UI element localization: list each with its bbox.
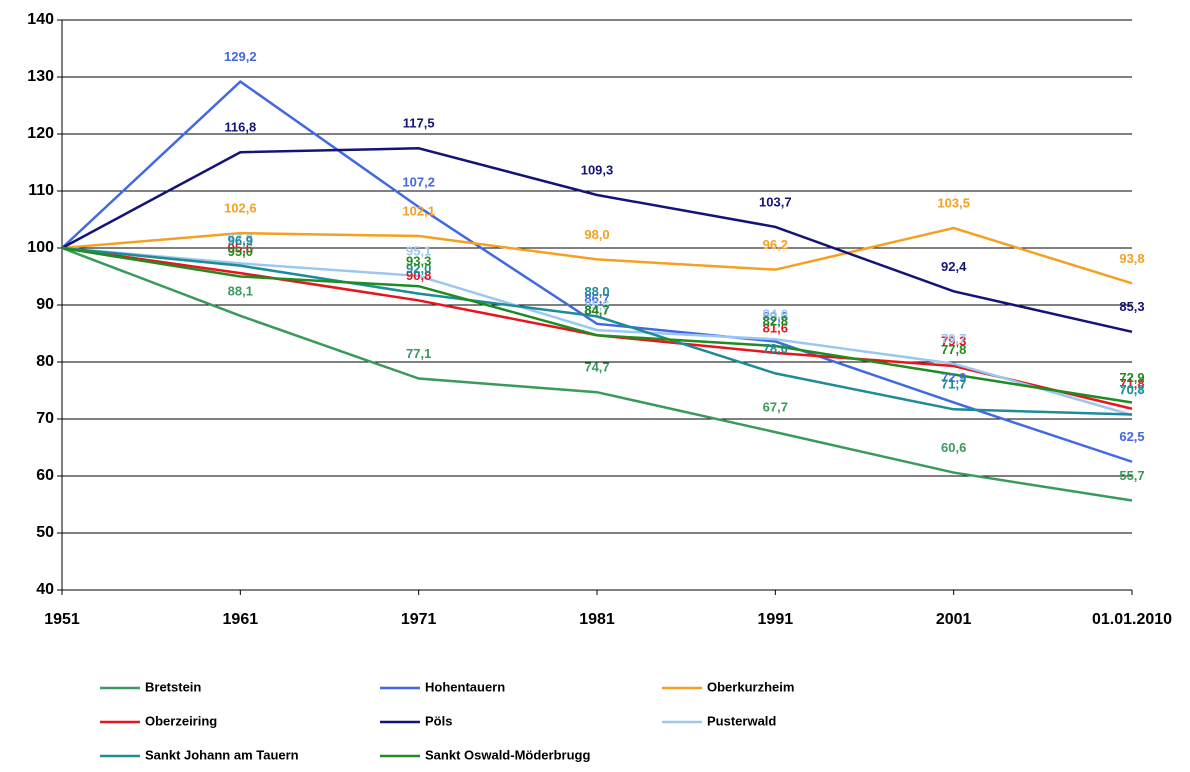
data-label: 70,7 [1119,382,1144,397]
data-label: 95,0 [228,244,253,259]
data-label: 67,7 [763,400,788,415]
data-label: 79,3 [941,333,966,348]
data-label: 116,8 [224,120,256,135]
legend-label: Sankt Oswald-Möderbrugg [425,747,590,762]
data-label: 95,1 [406,243,431,258]
data-label: 79,7 [941,331,966,346]
legend-label: Bretstein [145,679,201,694]
series-line [61,246,1133,404]
y-tick-label: 130 [27,68,54,85]
y-tick-label: 110 [28,182,54,199]
y-tick-label: 120 [27,125,54,142]
x-tick-label: 2001 [936,611,972,628]
legend-label: Pöls [425,713,452,728]
legend-label: Oberzeiring [145,713,217,728]
series-line [61,246,1133,502]
y-tick-label: 100 [27,239,54,256]
data-label: 103,7 [759,194,792,209]
data-label: 102,6 [224,201,257,216]
data-label: 60,6 [941,440,966,455]
legend-label: Oberkurzheim [707,679,794,694]
data-label: 81,6 [763,320,788,335]
data-label: 84,0 [763,307,788,322]
data-label: 88,1 [228,283,253,298]
data-label: 92,0 [406,261,431,276]
data-label: 96,9 [228,233,253,248]
series-line [61,146,1133,334]
data-label: 98,0 [584,227,609,242]
data-label: 74,7 [584,360,609,375]
data-label: 84,7 [584,303,609,318]
data-label: 55,7 [1119,468,1144,483]
y-tick-label: 60 [36,467,54,484]
series-line [61,246,1133,416]
data-label: 96,2 [763,237,788,252]
data-label: 72,9 [941,370,966,385]
data-label: 88,0 [584,284,609,299]
data-label: 78,0 [763,341,788,356]
y-tick-label: 50 [36,524,54,541]
data-label: 71,8 [1119,376,1144,391]
x-tick-label: 1961 [223,611,259,628]
data-label: 84,7 [584,303,609,318]
x-tick-label: 01.01.2010 [1092,611,1172,628]
data-label: 77,8 [941,342,966,357]
data-label: 95,6 [228,241,253,256]
data-label: 93,3 [406,254,431,269]
data-label: 109,3 [581,162,614,177]
data-label: 92,4 [941,259,967,274]
series-line [61,246,1133,417]
legend-label: Sankt Johann am Tauern [145,747,299,762]
data-label: 77,1 [406,346,431,361]
data-label: 70,8 [1119,382,1144,397]
data-label: 82,8 [763,313,788,328]
data-label: 97,3 [228,231,253,246]
series-line [61,79,1133,463]
y-tick-label: 90 [36,296,54,313]
y-tick-label: 140 [27,11,54,28]
data-label: 102,1 [402,203,435,218]
data-label: 90,8 [406,268,431,283]
data-label: 71,7 [941,377,966,392]
data-label: 93,8 [1119,251,1144,266]
data-label: 85,3 [1119,299,1144,314]
x-tick-label: 1981 [579,611,615,628]
y-tick-label: 40 [36,581,54,598]
legend-label: Hohentauern [425,679,505,694]
data-label: 83,6 [763,309,788,324]
data-label: 107,2 [402,174,435,189]
data-label: 85,6 [584,298,609,313]
x-tick-label: 1951 [44,611,80,628]
data-label: 117,5 [403,116,435,131]
data-label: 62,5 [1119,429,1144,444]
y-tick-label: 70 [36,410,54,427]
series-line [61,226,1133,285]
y-tick-label: 80 [36,353,54,370]
data-label: 103,5 [937,195,970,210]
data-label: 86,7 [584,291,609,306]
data-label: 72,9 [1119,370,1144,385]
legend-label: Pusterwald [707,713,776,728]
series-line [61,246,1133,410]
x-tick-label: 1991 [758,611,794,628]
data-label: 129,2 [224,49,257,64]
x-tick-label: 1971 [401,611,437,628]
